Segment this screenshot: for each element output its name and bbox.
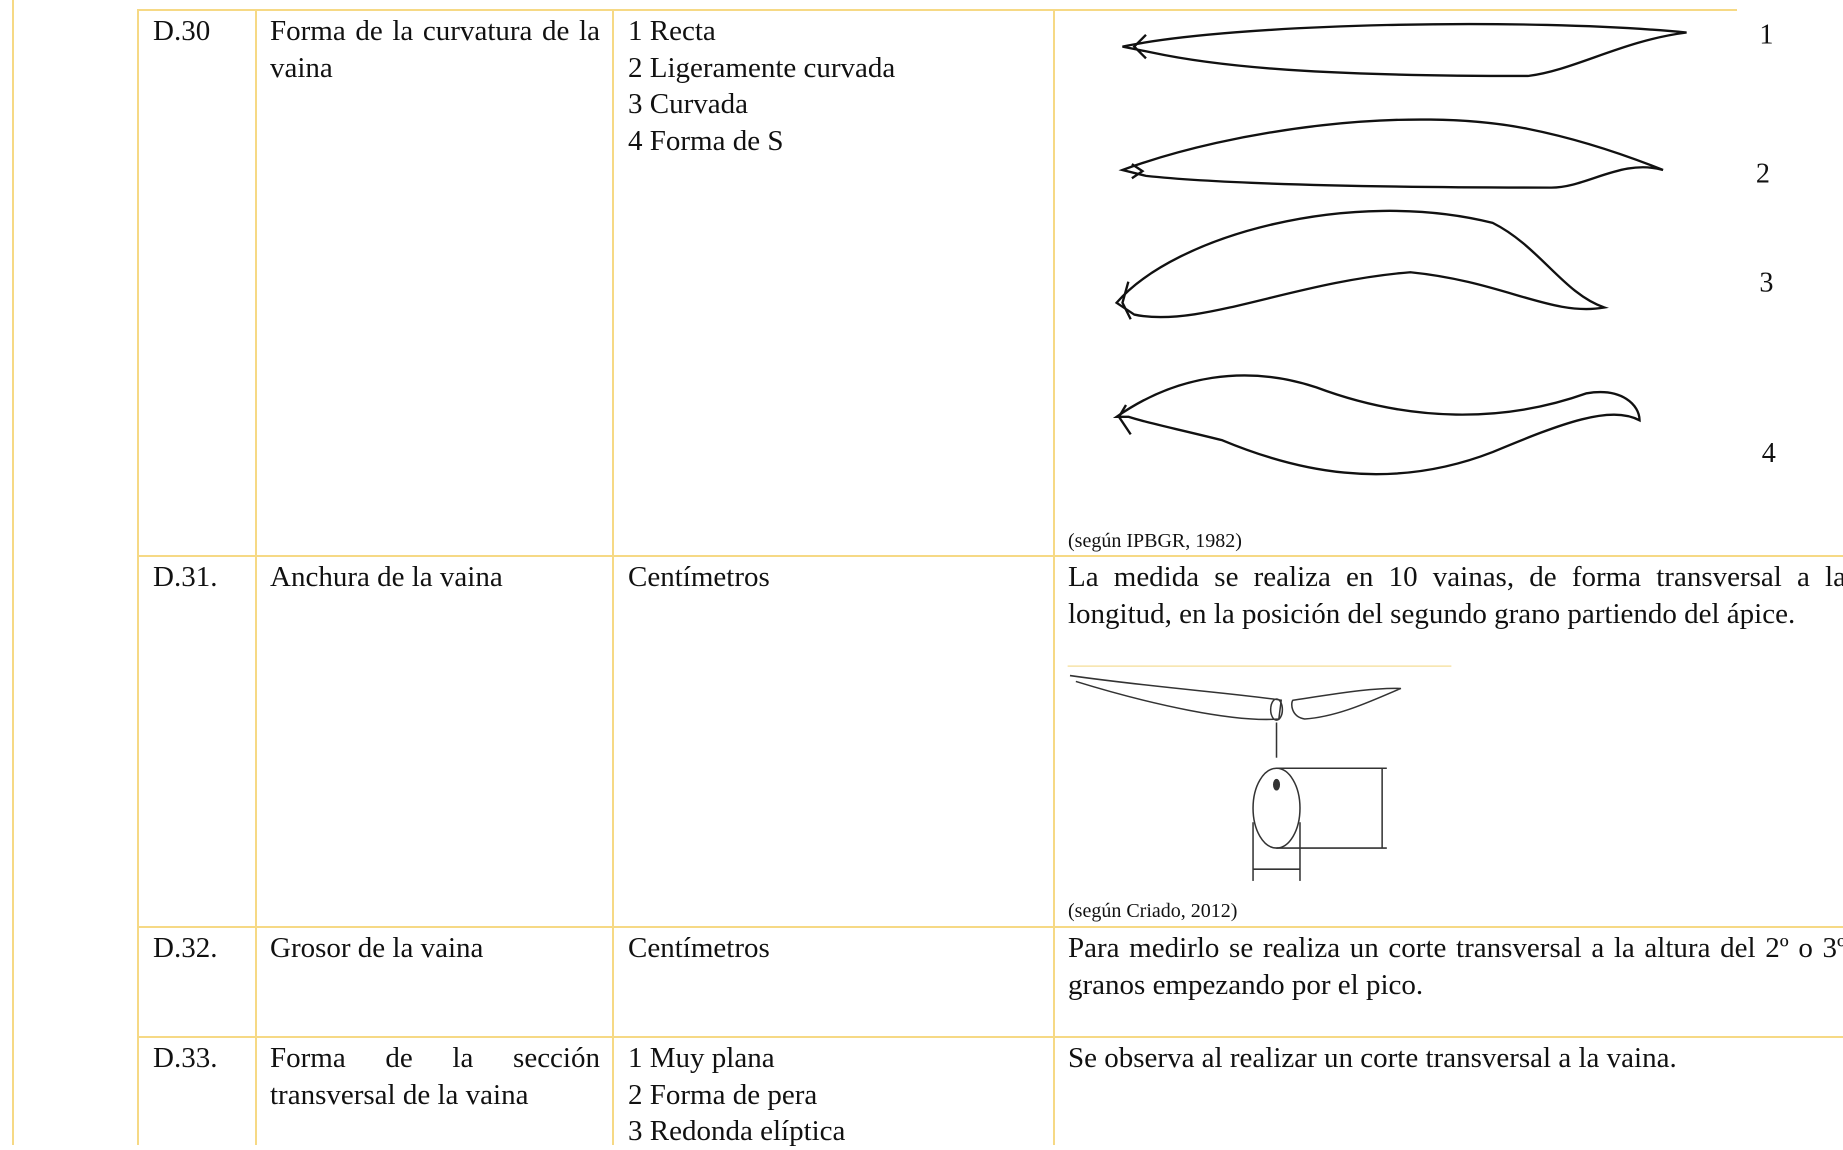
state: 1 Muy plana bbox=[628, 1042, 775, 1074]
caption: (según Criado, 2012) bbox=[1068, 900, 1238, 922]
description: Se observa al realizar un corte transver… bbox=[1068, 1042, 1677, 1074]
figure-label: 2 bbox=[1756, 158, 1770, 189]
states: 1 Recta 2 Ligeramente curvada 3 Curvada 4 F… bbox=[628, 13, 895, 159]
code: D.33. bbox=[153, 1042, 218, 1074]
figure-label: 1 bbox=[1759, 20, 1773, 51]
border bbox=[137, 926, 1843, 928]
trait: Anchura de la vaina bbox=[270, 561, 503, 593]
state: Centímetros bbox=[628, 932, 770, 964]
pod-curvature-figure: 1 2 3 4 bbox=[1112, 20, 1776, 476]
trait: Forma de la curvatura de la vaina bbox=[270, 15, 600, 84]
figure-label: 4 bbox=[1762, 438, 1776, 469]
description: Para medirlo se realiza un corte transve… bbox=[1068, 932, 1843, 1001]
trait: Forma de la sección transversal de la va… bbox=[270, 1042, 600, 1111]
border bbox=[612, 9, 614, 1145]
code: D.32. bbox=[153, 932, 218, 964]
code: D.31. bbox=[153, 561, 218, 593]
state: 2 Forma de pera bbox=[628, 1078, 818, 1111]
state: 2 Ligeramente curvada bbox=[628, 51, 896, 84]
code: D.30 bbox=[153, 15, 211, 47]
border bbox=[137, 9, 1737, 11]
state: 1 Recta bbox=[628, 15, 716, 47]
figure-label: 3 bbox=[1759, 268, 1773, 299]
state: 4 Forma de S bbox=[628, 124, 784, 157]
pod-width-figure bbox=[1067, 665, 1452, 881]
border bbox=[137, 9, 139, 1145]
border bbox=[1053, 9, 1055, 1145]
trait: Grosor de la vaina bbox=[270, 932, 484, 964]
border bbox=[12, 0, 14, 1145]
border bbox=[255, 9, 257, 1145]
border bbox=[137, 1036, 1843, 1038]
states: Centímetros bbox=[628, 930, 770, 967]
caption: (según IPBGR, 1982) bbox=[1068, 530, 1242, 552]
states: 1 Muy plana 2 Forma de pera 3 Redonda elíp… bbox=[628, 1040, 845, 1150]
border bbox=[137, 555, 1843, 557]
description: La medida se realiza en 10 vainas, de fo… bbox=[1068, 561, 1843, 630]
state: 3 Curvada bbox=[628, 88, 748, 120]
states: Centímetros bbox=[628, 559, 770, 596]
state: 3 Redonda elíptica bbox=[628, 1115, 846, 1147]
state: Centímetros bbox=[628, 561, 770, 593]
